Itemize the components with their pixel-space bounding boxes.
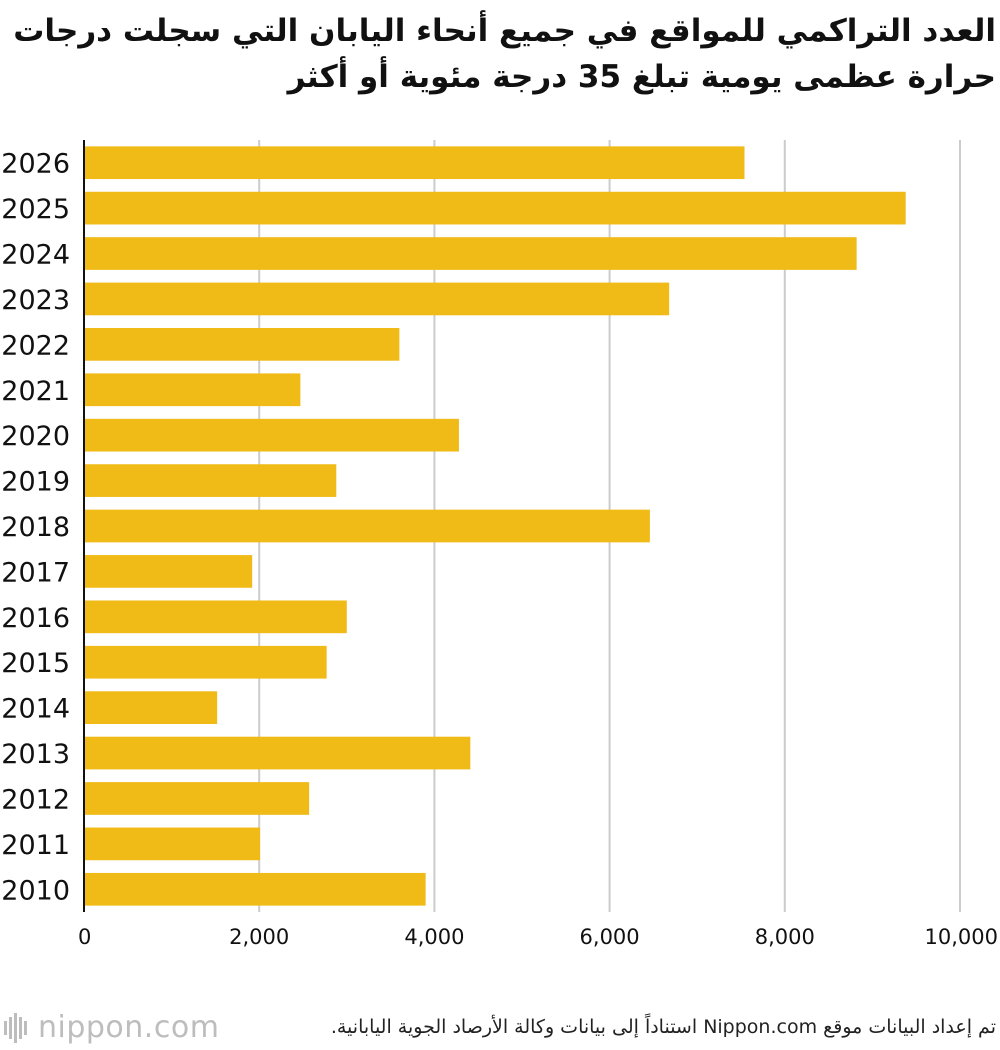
category-label: 2021	[1, 376, 70, 407]
bar	[84, 418, 459, 452]
category-label: 2024	[1, 240, 70, 271]
bar	[84, 237, 857, 270]
category-label: 2015	[1, 648, 70, 679]
bar	[84, 691, 218, 724]
category-label: 2019	[1, 467, 70, 498]
category-label: 2016	[1, 603, 70, 634]
category-labels: 2026 2025 2024 2023 2022 2021 2020 2019 2018 2017…	[1, 149, 70, 907]
bar	[84, 645, 327, 679]
category-label: 2022	[1, 330, 70, 361]
bar-chart: 2026 2025 2024 2023 2022 2021 2020 2019 2018 2017…	[1, 140, 998, 949]
bar	[84, 191, 906, 225]
bar	[84, 872, 426, 906]
nippon-logo[interactable]: nippon.com	[4, 1010, 219, 1045]
category-label: 2012	[1, 784, 70, 815]
bar	[84, 782, 310, 815]
category-label: 2013	[1, 739, 70, 770]
x-tick-labels: 0 2,000 4,000 6,000 8,000 10,000	[78, 925, 998, 949]
category-label: 2017	[1, 557, 70, 588]
bar	[84, 600, 347, 634]
x-tick-label: 2,000	[229, 925, 289, 949]
x-tick-label: 6,000	[580, 925, 640, 949]
nippon-logo-icon	[4, 1012, 27, 1043]
category-label: 2014	[1, 694, 70, 725]
logo-wordmark: nippon.com	[38, 1010, 220, 1045]
category-label: 2011	[1, 830, 70, 861]
bar	[84, 328, 400, 361]
category-label: 2023	[1, 285, 70, 316]
source-note: تم إعداد البيانات موقع Nippon.com استناد…	[330, 1016, 996, 1038]
bar	[84, 464, 337, 497]
bar	[84, 736, 471, 770]
chart-title: العدد التراكمي للمواقع في جميع أنحاء الي…	[13, 13, 996, 95]
category-label: 2010	[1, 875, 70, 906]
x-tick-label: 0	[78, 925, 91, 949]
category-label: 2025	[1, 194, 70, 225]
bar	[84, 827, 261, 861]
category-label: 2020	[1, 421, 70, 452]
bar	[84, 509, 650, 543]
bar	[84, 555, 253, 588]
bars	[84, 146, 906, 906]
category-label: 2018	[1, 512, 70, 543]
x-tick-label: 10,000	[925, 925, 998, 949]
bar	[84, 373, 301, 407]
bar	[84, 146, 745, 180]
x-tick-label: 4,000	[404, 925, 464, 949]
bar	[84, 282, 670, 316]
category-label: 2026	[1, 149, 70, 180]
x-tick-label: 8,000	[755, 925, 815, 949]
